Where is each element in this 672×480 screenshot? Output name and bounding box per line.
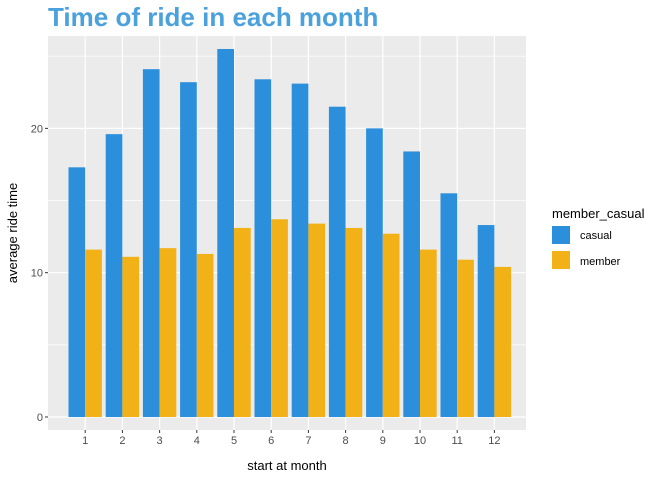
legend-key-casual <box>552 226 570 244</box>
legend-label-casual: casual <box>580 230 612 242</box>
bar-member <box>234 227 251 418</box>
x-tick-label: 8 <box>343 435 349 447</box>
x-tick-label: 10 <box>414 435 426 447</box>
x-tick-label: 11 <box>451 435 462 447</box>
legend-title: member_casual <box>552 206 645 221</box>
legend: member_casual casual member <box>552 206 645 269</box>
bar-casual <box>217 48 234 418</box>
bar-casual <box>440 193 458 418</box>
legend-label-member: member <box>580 256 621 268</box>
bar-member <box>494 266 512 418</box>
x-tick-label: 5 <box>231 435 237 447</box>
x-tick-label: 12 <box>488 435 500 447</box>
x-tick-label: 4 <box>194 435 200 447</box>
x-tick-label: 9 <box>380 435 386 447</box>
bar-casual <box>366 128 383 418</box>
bar-member <box>457 259 474 418</box>
bars <box>68 48 512 418</box>
bar-casual <box>254 79 272 418</box>
bar-member <box>159 248 177 418</box>
legend-key-member <box>552 251 570 269</box>
y-axis-title: average ride time <box>5 183 20 283</box>
bar-casual <box>291 83 309 418</box>
y-tick-label: 0 <box>37 412 43 424</box>
bar-member <box>382 233 400 418</box>
bar-casual <box>105 134 123 418</box>
bar-casual <box>68 167 86 418</box>
x-tick-label: 2 <box>119 435 125 447</box>
x-axis-title: start at month <box>247 458 326 473</box>
y-tick-label: 10 <box>31 268 43 280</box>
bar-member <box>271 219 288 418</box>
bar-member <box>196 253 214 418</box>
x-tick-label: 7 <box>305 435 311 447</box>
bar-casual <box>142 69 160 418</box>
chart-title: Time of ride in each month <box>48 2 379 32</box>
x-tick-label: 6 <box>268 435 274 447</box>
bar-member <box>122 256 140 418</box>
bar-member <box>308 223 326 418</box>
bar-casual <box>403 151 420 418</box>
x-tick-label: 3 <box>157 435 163 447</box>
bar-member <box>85 249 102 418</box>
bar-casual <box>328 106 346 418</box>
bar-member <box>420 249 437 418</box>
bar-casual <box>477 225 495 418</box>
bar-casual <box>180 82 197 418</box>
bar-member <box>345 227 363 418</box>
x-tick-label: 1 <box>82 435 88 447</box>
y-tick-label: 20 <box>31 123 43 135</box>
